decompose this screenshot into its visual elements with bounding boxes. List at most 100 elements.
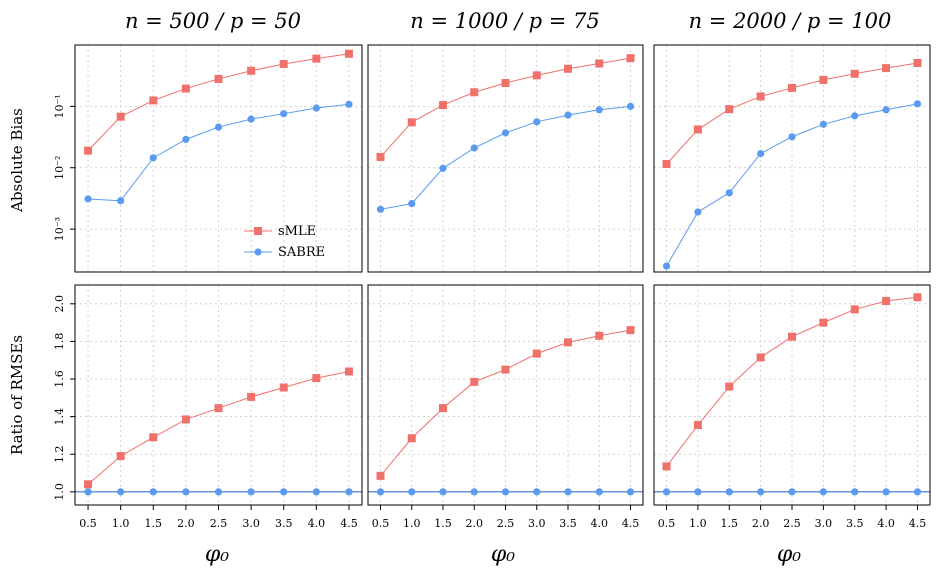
panel-bottom-3: 0.5 1.0 1.5 2.0 2.5 3.0 3.5 4.0 4.5: [653, 284, 931, 530]
data-point-smle: [279, 60, 288, 69]
data-point-sabre: [626, 102, 635, 110]
y-tick-label: 1.6: [53, 370, 66, 388]
data-point-smle: [312, 374, 321, 383]
column-titles: n = 500 / p = 50 n = 1000 / p = 75 n = 2…: [125, 9, 891, 33]
data-point-smle: [344, 367, 353, 376]
data-point-smle: [756, 92, 765, 101]
data-point-smle: [850, 69, 859, 78]
panel-title-1: n = 500 / p = 50: [125, 9, 301, 33]
data-point-sabre: [280, 110, 288, 118]
data-point-sabre: [662, 488, 671, 496]
data-point-sabre: [214, 488, 223, 496]
data-point-smle: [312, 54, 321, 63]
data-point-sabre: [882, 488, 890, 496]
data-point-sabre: [757, 149, 765, 158]
legend-marker-sabre: [254, 248, 262, 256]
x-tick-label: 1.5: [145, 517, 163, 530]
series-line-smle: [380, 57, 631, 158]
data-point-smle: [626, 54, 635, 63]
x-tick-label: 4.0: [877, 517, 895, 530]
panel-title-2: n = 1000 / p = 75: [410, 9, 599, 33]
series-line-smle: [87, 371, 350, 485]
x-tick-label: 4.0: [591, 517, 609, 530]
data-point-smle: [501, 79, 510, 88]
data-point-sabre: [312, 104, 320, 112]
data-point-smle: [84, 146, 93, 155]
data-point-smle: [470, 377, 479, 386]
x-tick-label: 1.0: [403, 517, 421, 530]
data-point-smle: [725, 105, 734, 114]
data-point-smle: [564, 64, 572, 73]
data-point-smle: [913, 293, 922, 302]
y-tick-label: 1.8: [53, 333, 66, 351]
panel-title-3: n = 2000 / p = 100: [689, 9, 892, 33]
data-point-sabre: [470, 488, 478, 496]
y-tick-label: 2.0: [53, 295, 66, 313]
x-axis-label-2: φ₀: [491, 542, 515, 567]
data-point-smle: [882, 296, 891, 305]
x-tick-label: 1.0: [689, 517, 707, 530]
x-tick-label: 3.0: [242, 517, 260, 530]
data-point-sabre: [312, 488, 320, 496]
data-point-sabre: [439, 488, 447, 496]
data-point-sabre: [247, 488, 255, 496]
panel-bottom-2: 0.5 1.0 1.5 2.0 2.5 3.0 3.5 4.0 4.5: [367, 284, 644, 530]
data-point-smle: [564, 338, 572, 347]
x-tick-label: 3.0: [528, 517, 546, 530]
data-point-smle: [662, 160, 671, 169]
data-point-smle: [181, 84, 190, 93]
data-point-sabre: [376, 488, 385, 496]
data-point-smle: [693, 421, 702, 430]
y-tick-label: 1.0: [53, 483, 66, 501]
x-tick-label: 1.0: [112, 517, 130, 530]
y-tick-label: 10⁻¹: [53, 94, 66, 118]
data-point-sabre: [84, 195, 92, 203]
data-point-smle: [407, 118, 416, 127]
data-point-smle: [788, 332, 796, 341]
y-tick-label: 10⁻³: [53, 217, 66, 241]
x-tick-label: 4.5: [340, 517, 358, 530]
data-point-sabre: [819, 488, 827, 496]
data-point-sabre: [595, 488, 603, 496]
data-point-sabre: [694, 208, 702, 216]
y-tick-label: 10⁻²: [53, 156, 66, 180]
data-point-sabre: [501, 129, 510, 137]
x-tick-label: 1.5: [434, 517, 452, 530]
data-point-smle: [913, 58, 922, 67]
x-tick-label: 3.5: [846, 517, 864, 530]
data-point-smle: [439, 404, 447, 413]
data-point-sabre: [214, 123, 223, 131]
data-point-sabre: [149, 488, 157, 496]
data-point-smle: [376, 471, 385, 480]
data-point-sabre: [149, 154, 157, 162]
x-tick-label: 3.5: [275, 517, 293, 530]
data-point-smle: [470, 88, 479, 97]
data-point-smle: [662, 462, 671, 471]
panel-top-2: [367, 44, 644, 273]
data-point-smle: [84, 480, 93, 489]
data-point-sabre: [662, 262, 671, 270]
data-point-sabre: [408, 200, 416, 208]
data-point-sabre: [626, 488, 635, 496]
x-tick-label: 4.5: [909, 517, 927, 530]
data-point-sabre: [564, 488, 572, 496]
legend: sMLE SABRE: [244, 224, 325, 260]
y-axis-label-top: Absolute Bias: [8, 108, 26, 213]
data-point-smle: [149, 96, 158, 105]
data-point-sabre: [182, 135, 190, 143]
data-point-sabre: [725, 189, 733, 197]
data-point-smle: [819, 318, 828, 327]
data-point-smle: [595, 331, 604, 340]
x-tick-label: 1.5: [721, 517, 739, 530]
data-point-sabre: [280, 488, 288, 496]
x-axis-label-3: φ₀: [777, 542, 801, 567]
x-tick-label: 2.5: [783, 517, 801, 530]
data-point-sabre: [501, 488, 510, 496]
x-axis-label-1: φ₀: [205, 542, 229, 567]
data-point-sabre: [470, 144, 478, 152]
data-point-smle: [626, 326, 635, 335]
data-point-sabre: [345, 488, 353, 496]
x-tick-label: 3.5: [559, 517, 577, 530]
data-point-sabre: [819, 120, 827, 128]
data-point-sabre: [757, 488, 765, 496]
